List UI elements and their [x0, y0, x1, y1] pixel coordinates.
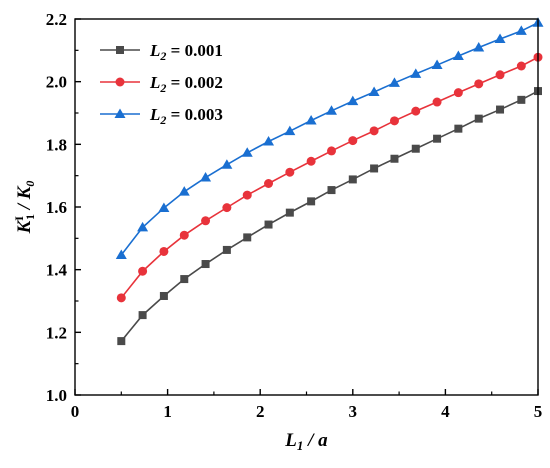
series-2-point [432, 97, 442, 107]
series-1-point [454, 124, 463, 133]
legend-marker [114, 108, 126, 118]
series-3-point [263, 136, 275, 146]
series-3-point [221, 159, 233, 169]
series-1-point [370, 164, 379, 173]
series-2-point [453, 88, 463, 98]
series-3-point [368, 86, 380, 97]
series-3-point [326, 105, 338, 115]
series-3-point [452, 50, 464, 60]
series-2-point [116, 293, 126, 303]
series-1-point [243, 233, 252, 242]
x-tick-label: 3 [349, 402, 358, 421]
legend-item-3: L2 = 0.003 [100, 105, 223, 127]
series-1-point [117, 337, 126, 346]
series-1-point [348, 175, 357, 184]
series-2-point [179, 230, 189, 240]
series-1-point [496, 105, 505, 114]
legend-item-1: L2 = 0.001 [100, 41, 223, 63]
series-1 [117, 87, 542, 346]
series-3-point [494, 33, 506, 44]
series-3-point [158, 202, 170, 212]
series-3-point [137, 221, 149, 232]
series-2 [116, 52, 543, 303]
legend: L2 = 0.001 L2 = 0.002 L2 = 0.003 [100, 41, 223, 127]
series-1-point [390, 154, 399, 163]
y-tick-label: 1.0 [46, 386, 67, 405]
legend-marker [116, 46, 124, 54]
x-tick-label: 2 [256, 402, 265, 421]
x-axis-title: L1 / a [284, 430, 328, 453]
axes-layer: 0 1 2 3 4 5 1.0 1.2 1.4 1.6 1.8 2.0 2.2 L1 / a KI1 / K… [12, 10, 542, 453]
legend-label: L2 = 0.001 [149, 41, 223, 63]
x-tick-label: 1 [163, 402, 172, 421]
series-3-point [410, 68, 422, 78]
series-2-point [306, 156, 316, 166]
series-3-point [347, 95, 359, 106]
series-3-point [305, 115, 317, 125]
legend-item-2: L2 = 0.002 [100, 73, 223, 95]
y-axis-title: KI1 / K0 [12, 181, 37, 235]
series-3-point [388, 77, 400, 87]
series-3-point [284, 125, 296, 136]
series-1-point [474, 114, 483, 123]
series-2-point [495, 70, 505, 80]
series-1-point [222, 245, 231, 254]
series-2-point [327, 146, 337, 156]
x-tick-label: 5 [534, 402, 543, 421]
y-tick-label: 1.2 [46, 323, 67, 342]
series-2-point [348, 136, 358, 146]
series-1-point [411, 144, 420, 153]
series-3-point [431, 59, 443, 70]
legend-label: L2 = 0.002 [149, 73, 223, 95]
series-3-point [178, 186, 190, 196]
series-1-point [159, 291, 168, 300]
series-1-point [138, 311, 147, 320]
y-tick-label: 2.0 [46, 73, 67, 92]
series-1-point [264, 220, 273, 229]
y-tick-label: 1.6 [46, 198, 67, 217]
series-3 [115, 17, 544, 259]
series-1-point [327, 186, 336, 195]
series-1-point [180, 275, 189, 284]
series-2-point [159, 246, 169, 256]
series-1-point [517, 95, 526, 104]
series-1-point [433, 134, 442, 143]
series-2-point [138, 266, 148, 276]
series-2-point [474, 79, 484, 89]
series-3-point [241, 147, 253, 157]
series-2-point [242, 190, 252, 200]
series-3-point [200, 172, 212, 182]
y-tick-label: 2.2 [46, 10, 67, 29]
y-tick-label: 1.4 [46, 261, 68, 280]
x-tick-label: 0 [71, 402, 80, 421]
series-3-point [473, 42, 485, 52]
x-tick-label: 4 [441, 402, 450, 421]
y-tick-label: 1.8 [46, 135, 67, 154]
series-2-point [389, 116, 399, 126]
legend-label: L2 = 0.003 [149, 105, 223, 127]
series-2-point [264, 179, 274, 188]
series-3-point [515, 25, 527, 35]
series-1-point [201, 260, 210, 269]
series-2-point [369, 126, 379, 136]
series-2-point [411, 106, 421, 116]
series-2-point [201, 216, 211, 226]
series-1-point [285, 208, 294, 217]
series-3-point [115, 249, 127, 259]
legend-marker [115, 77, 125, 87]
series-1-point [307, 197, 316, 206]
series-2-point [516, 61, 526, 71]
series-2-point [285, 167, 295, 177]
series-2-point [222, 203, 232, 213]
series-layer [115, 17, 544, 346]
